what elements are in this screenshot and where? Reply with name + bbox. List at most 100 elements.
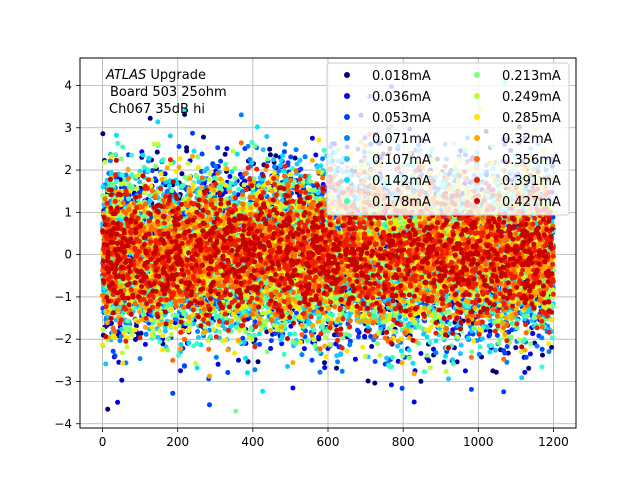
data-point bbox=[173, 316, 179, 322]
data-point bbox=[142, 341, 148, 347]
data-point bbox=[444, 349, 450, 355]
data-point bbox=[411, 399, 417, 405]
data-point bbox=[487, 332, 493, 338]
data-point bbox=[418, 378, 424, 384]
data-point bbox=[182, 112, 188, 117]
data-point bbox=[240, 335, 246, 341]
data-point bbox=[137, 356, 143, 362]
data-point bbox=[222, 151, 228, 157]
data-point bbox=[112, 353, 118, 359]
data-point bbox=[282, 141, 288, 147]
data-point bbox=[522, 369, 528, 375]
data-point bbox=[550, 214, 556, 220]
data-point bbox=[505, 350, 511, 356]
data-point bbox=[190, 130, 195, 136]
data-point bbox=[539, 335, 545, 341]
data-point bbox=[322, 360, 327, 366]
data-point bbox=[179, 171, 185, 177]
data-point bbox=[501, 348, 507, 354]
data-point bbox=[227, 174, 233, 179]
data-point bbox=[501, 389, 507, 395]
data-point bbox=[299, 352, 305, 358]
data-point bbox=[523, 354, 529, 360]
data-point bbox=[334, 365, 339, 371]
data-point bbox=[272, 164, 277, 170]
data-point bbox=[279, 341, 285, 347]
data-point bbox=[369, 344, 375, 349]
data-point bbox=[147, 115, 153, 121]
data-point bbox=[309, 357, 315, 363]
data-point bbox=[317, 369, 323, 375]
data-point bbox=[309, 135, 315, 141]
data-point bbox=[313, 152, 319, 158]
data-point bbox=[335, 359, 341, 365]
data-point bbox=[322, 365, 328, 371]
data-point bbox=[273, 153, 279, 159]
data-point bbox=[257, 341, 263, 347]
data-point bbox=[255, 359, 261, 365]
data-point bbox=[292, 155, 298, 161]
data-point bbox=[115, 399, 121, 405]
data-point bbox=[372, 359, 378, 364]
data-point bbox=[215, 145, 221, 151]
data-point bbox=[380, 323, 386, 329]
data-point bbox=[195, 329, 201, 334]
data-point bbox=[339, 368, 345, 374]
data-point bbox=[285, 160, 291, 166]
data-point bbox=[162, 171, 168, 177]
data-point bbox=[298, 166, 304, 172]
data-point bbox=[530, 331, 536, 336]
data-point bbox=[167, 133, 173, 139]
data-point bbox=[267, 146, 273, 152]
data-point bbox=[225, 370, 231, 375]
data-point bbox=[288, 154, 294, 160]
data-point bbox=[290, 385, 296, 391]
data-point bbox=[347, 342, 353, 348]
data-point bbox=[302, 154, 308, 160]
data-point bbox=[355, 327, 360, 333]
data-point bbox=[199, 151, 205, 157]
data-point bbox=[149, 168, 155, 174]
data-point bbox=[372, 380, 378, 386]
data-point bbox=[268, 346, 274, 351]
data-point bbox=[294, 310, 299, 316]
data-point bbox=[224, 146, 230, 152]
data-point bbox=[281, 149, 287, 155]
data-point bbox=[118, 333, 124, 339]
data-point bbox=[181, 363, 187, 369]
data-point bbox=[527, 351, 533, 357]
data-point bbox=[476, 351, 482, 357]
data-point bbox=[320, 156, 326, 162]
data-point bbox=[365, 378, 371, 384]
data-point bbox=[368, 333, 374, 339]
data-point bbox=[454, 359, 460, 365]
data-point bbox=[534, 343, 540, 349]
data-point bbox=[170, 390, 176, 396]
data-point bbox=[245, 143, 251, 149]
data-point bbox=[494, 332, 500, 338]
data-point bbox=[117, 338, 123, 344]
data-point bbox=[504, 344, 510, 349]
data-point bbox=[119, 377, 125, 383]
data-point bbox=[213, 354, 219, 360]
data-point bbox=[546, 349, 552, 355]
data-point bbox=[549, 344, 555, 350]
data-point bbox=[490, 368, 496, 374]
data-point bbox=[540, 352, 545, 358]
data-point bbox=[236, 357, 241, 363]
data-point bbox=[362, 333, 368, 339]
data-point bbox=[276, 168, 282, 174]
data-point bbox=[100, 131, 106, 137]
data-point bbox=[450, 327, 456, 333]
data-point bbox=[355, 334, 361, 340]
data-point bbox=[176, 144, 182, 149]
data-point bbox=[399, 385, 405, 391]
data-point bbox=[201, 134, 206, 140]
data-point bbox=[433, 350, 439, 356]
data-point bbox=[252, 367, 258, 373]
data-point bbox=[388, 382, 394, 388]
data-point bbox=[513, 345, 519, 351]
data-point bbox=[116, 359, 122, 365]
data-point bbox=[238, 112, 244, 118]
data-point bbox=[352, 356, 358, 362]
